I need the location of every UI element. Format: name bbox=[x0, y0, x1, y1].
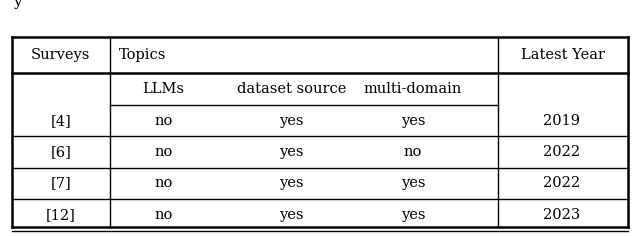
Text: 2019: 2019 bbox=[543, 114, 580, 128]
Text: yes: yes bbox=[279, 177, 303, 190]
Text: 2023: 2023 bbox=[543, 208, 580, 222]
Text: y: y bbox=[13, 0, 21, 9]
Text: 2022: 2022 bbox=[543, 177, 580, 190]
Text: [6]: [6] bbox=[51, 145, 71, 159]
Text: yes: yes bbox=[279, 114, 303, 128]
Text: multi-domain: multi-domain bbox=[364, 82, 462, 96]
Text: no: no bbox=[154, 145, 172, 159]
Text: yes: yes bbox=[401, 177, 425, 190]
Text: [4]: [4] bbox=[51, 114, 71, 128]
Text: no: no bbox=[154, 208, 172, 222]
Text: 2022: 2022 bbox=[543, 145, 580, 159]
Text: LLMs: LLMs bbox=[142, 82, 184, 96]
Text: yes: yes bbox=[401, 208, 425, 222]
Text: yes: yes bbox=[401, 114, 425, 128]
Text: dataset source: dataset source bbox=[237, 82, 346, 96]
Text: yes: yes bbox=[279, 208, 303, 222]
Text: [7]: [7] bbox=[51, 177, 71, 190]
Text: no: no bbox=[154, 177, 172, 190]
Text: [12]: [12] bbox=[46, 208, 76, 222]
Text: no: no bbox=[154, 114, 172, 128]
Text: yes: yes bbox=[279, 145, 303, 159]
Text: no: no bbox=[404, 145, 422, 159]
Text: Latest Year: Latest Year bbox=[521, 48, 605, 62]
Text: Surveys: Surveys bbox=[31, 48, 90, 62]
Text: Topics: Topics bbox=[118, 48, 166, 62]
